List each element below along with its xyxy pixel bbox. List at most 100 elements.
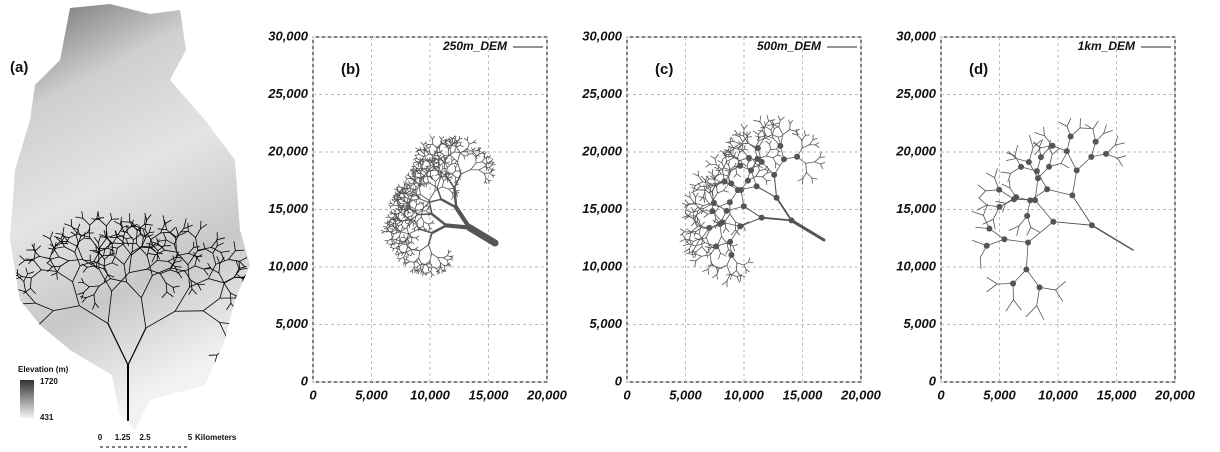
stream (692, 185, 696, 193)
stream (703, 204, 711, 209)
stream (174, 260, 183, 263)
stream (728, 146, 735, 149)
stream (130, 220, 137, 227)
stream (419, 263, 423, 269)
stream (62, 226, 65, 235)
stream (15, 276, 23, 280)
stream (444, 140, 447, 146)
stream (54, 349, 63, 355)
stream (1048, 145, 1053, 155)
stream (426, 173, 429, 183)
stream (160, 223, 166, 234)
stream (397, 216, 400, 221)
stream (194, 265, 205, 270)
stream (747, 171, 750, 182)
stream (144, 215, 146, 225)
stream (411, 209, 414, 214)
stream (697, 207, 704, 209)
stream (404, 260, 408, 264)
stream (99, 247, 109, 252)
stream (766, 114, 769, 122)
stream (419, 194, 430, 201)
stream (979, 245, 988, 259)
y-tick-label: 10,000 (582, 258, 623, 273)
stream (1114, 135, 1119, 146)
stream (413, 180, 415, 184)
stream (401, 220, 404, 225)
stream (718, 201, 731, 207)
stream (707, 268, 710, 276)
stream (10, 310, 14, 320)
stream (54, 353, 62, 360)
stream (705, 228, 711, 238)
stream (721, 158, 724, 164)
stream (407, 238, 410, 243)
stream (746, 131, 752, 137)
stream (1043, 126, 1045, 137)
stream (451, 144, 458, 148)
stream (120, 230, 128, 234)
stream (55, 237, 61, 242)
stream (446, 258, 451, 261)
stream (393, 238, 398, 241)
stream (770, 148, 777, 150)
stream (113, 220, 121, 225)
stream (398, 230, 402, 237)
stream (797, 178, 804, 182)
stream (684, 194, 691, 198)
stream (404, 201, 410, 205)
stream (453, 142, 457, 148)
stream (414, 177, 419, 181)
stream (25, 350, 29, 361)
stream (398, 239, 401, 244)
stream (415, 235, 420, 239)
stream (386, 220, 391, 223)
stream (81, 263, 88, 268)
stream (707, 171, 713, 175)
stream (729, 167, 737, 172)
stream (128, 268, 148, 274)
stream (702, 268, 709, 272)
stream (437, 171, 439, 176)
stream (398, 192, 403, 196)
stream (421, 160, 424, 165)
stream (438, 164, 441, 172)
stream (1003, 238, 1029, 243)
stream (1028, 146, 1034, 163)
stream (83, 282, 90, 288)
stream (722, 180, 725, 186)
stream (1001, 183, 1011, 189)
stream (420, 270, 422, 275)
stream (1013, 299, 1022, 311)
stream (772, 124, 780, 128)
stream (725, 227, 730, 233)
stream (103, 248, 106, 256)
stream (10, 340, 11, 346)
stream (444, 176, 448, 180)
stream (707, 247, 712, 254)
stream (393, 216, 395, 221)
stream (735, 262, 738, 272)
stream (1034, 199, 1054, 223)
stream (431, 155, 433, 163)
stream (712, 274, 718, 279)
stream (686, 209, 692, 213)
stream (432, 143, 438, 149)
stream (408, 241, 412, 244)
stream (33, 249, 40, 257)
stream (421, 156, 424, 162)
stream (759, 115, 762, 123)
stream (0, 288, 5, 292)
stream (422, 201, 425, 205)
stream (235, 316, 249, 325)
stream (732, 156, 740, 162)
stream (402, 251, 407, 254)
stream (436, 164, 441, 167)
stream (412, 223, 415, 227)
stream (702, 196, 706, 204)
stream (454, 162, 459, 166)
stream (10, 298, 22, 305)
stream (434, 155, 436, 159)
stream (1012, 269, 1027, 284)
stream (437, 257, 441, 264)
